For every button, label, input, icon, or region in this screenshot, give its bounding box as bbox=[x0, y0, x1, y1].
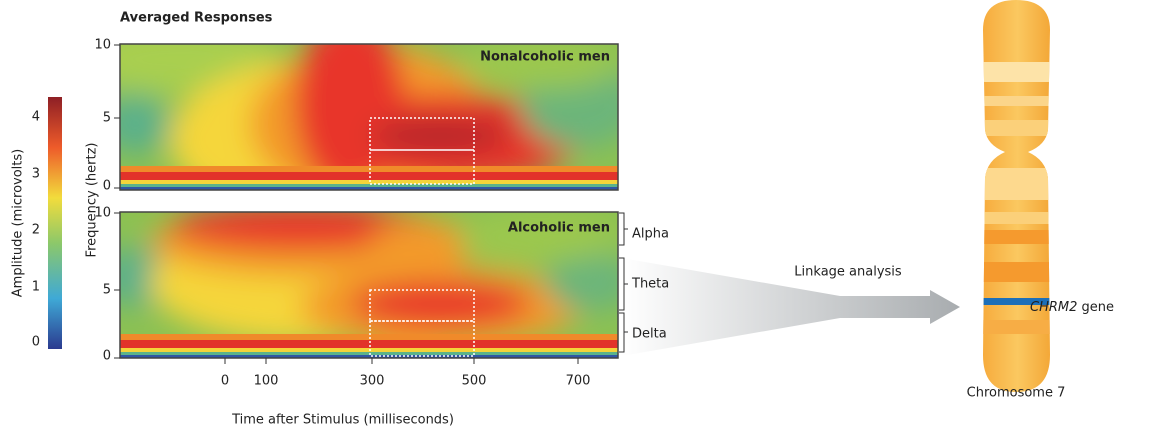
gene-suffix: gene bbox=[1082, 300, 1115, 315]
colorbar bbox=[48, 97, 62, 349]
y-axis-label: Frequency (hertz) bbox=[85, 143, 100, 258]
panel-label: Nonalcoholic men bbox=[480, 50, 610, 65]
figure: Averaged Responses 4 3 2 1 0 Amplitude (… bbox=[0, 0, 1156, 430]
x-tick: 700 bbox=[566, 374, 591, 389]
band-label: Theta bbox=[631, 277, 669, 292]
y-tick: 10 bbox=[94, 38, 111, 53]
x-tick: 300 bbox=[360, 374, 385, 389]
gene-label: CHRM2 gene bbox=[1030, 300, 1114, 315]
colorbar-tick: 3 bbox=[32, 167, 40, 182]
chromosome-label: Chromosome 7 bbox=[967, 386, 1066, 401]
chromosome bbox=[980, 0, 1055, 395]
colorbar-tick: 4 bbox=[32, 110, 40, 125]
x-tick: 500 bbox=[462, 374, 487, 389]
y-tick: 5 bbox=[103, 283, 111, 298]
arrow bbox=[622, 258, 960, 356]
y-tick: 10 bbox=[94, 206, 111, 221]
gene-name: CHRM2 bbox=[1030, 300, 1077, 315]
x-axis-label: Time after Stimulus (milliseconds) bbox=[231, 413, 454, 428]
x-tick: 0 bbox=[221, 374, 229, 389]
y-tick: 0 bbox=[103, 349, 111, 364]
y-tick: 0 bbox=[103, 179, 111, 194]
heatmap bbox=[80, 14, 640, 219]
colorbar-label: Amplitude (microvolts) bbox=[11, 149, 26, 297]
band-label: Delta bbox=[632, 327, 667, 342]
x-tick: 100 bbox=[254, 374, 279, 389]
y-tick: 5 bbox=[103, 111, 111, 126]
band-label: Alpha bbox=[632, 227, 669, 242]
colorbar-tick: 0 bbox=[32, 335, 40, 350]
colorbar-tick: 1 bbox=[32, 280, 40, 295]
colorbar-tick: 2 bbox=[32, 223, 40, 238]
bracket bbox=[619, 213, 628, 245]
arrow-label: Linkage analysis bbox=[794, 265, 902, 280]
panel-label: Alcoholic men bbox=[508, 221, 610, 236]
title: Averaged Responses bbox=[120, 11, 273, 26]
